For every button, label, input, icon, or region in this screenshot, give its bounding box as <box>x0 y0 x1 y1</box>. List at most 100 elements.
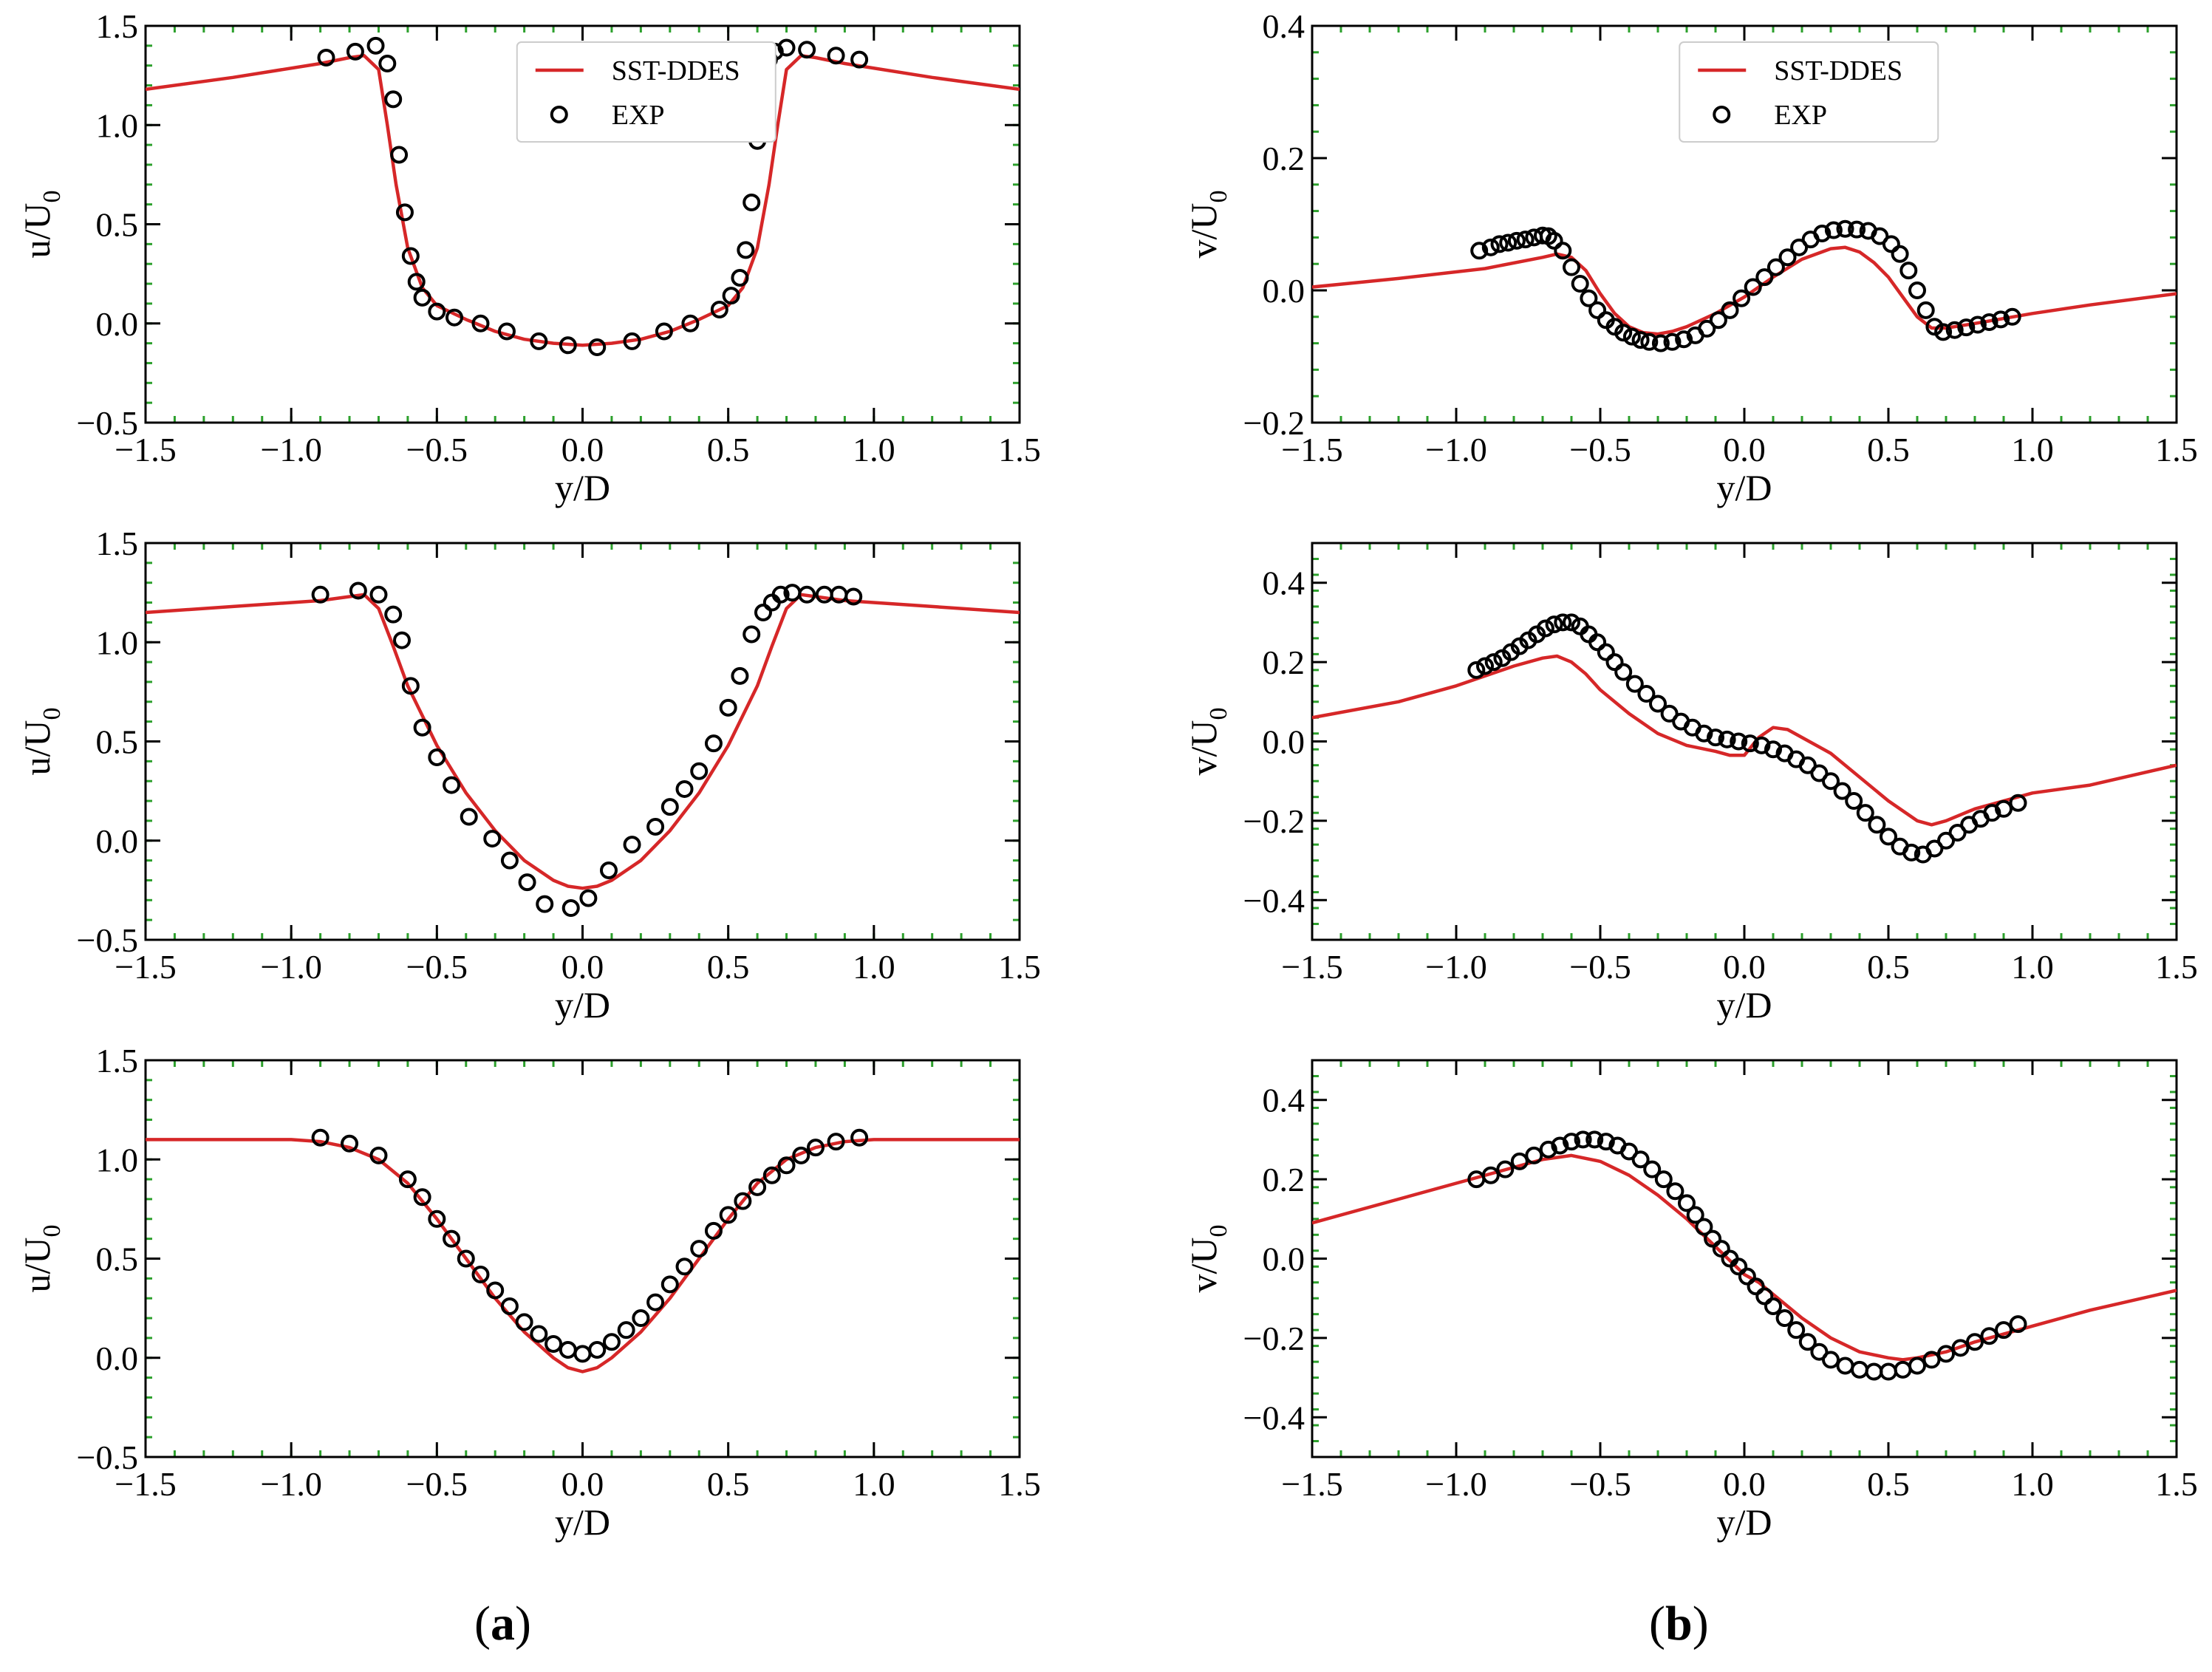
exp-point <box>1695 1218 1713 1236</box>
x-tick-label: −1.5 <box>115 431 176 468</box>
exp-point <box>675 1258 694 1276</box>
y-axis-label: v/U0 <box>1183 708 1232 776</box>
y-axis-label-subscript: 0 <box>38 191 66 203</box>
exp-point <box>827 1133 845 1151</box>
x-tick-label: −1.5 <box>115 948 176 986</box>
y-tick-label: −0.2 <box>1243 404 1305 442</box>
exp-point <box>366 36 385 55</box>
y-axis-label: u/U0 <box>16 708 66 776</box>
panel-caption-b: (b) <box>1649 1597 1709 1651</box>
x-tick-label: −0.5 <box>406 431 468 468</box>
y-tick-label: 0.0 <box>1263 1241 1305 1278</box>
exp-point <box>690 1240 709 1258</box>
x-tick-label: −0.5 <box>1569 431 1631 468</box>
exp-point <box>1951 1339 1970 1357</box>
exp-point <box>798 41 816 59</box>
exp-point <box>1631 331 1650 349</box>
exp-point <box>1752 736 1771 754</box>
plot-area <box>1312 613 2177 864</box>
y-axis-label: v/U0 <box>1183 191 1232 259</box>
exp-point <box>1496 1160 1515 1178</box>
exp-point <box>1845 792 1863 811</box>
x-tick-label: −0.5 <box>406 1465 468 1503</box>
legend-label: EXP <box>1774 100 1827 131</box>
y-axis-label-subscript: 0 <box>1205 708 1232 720</box>
y-tick-label: 0.0 <box>1263 272 1305 310</box>
plot-frame <box>144 1059 1021 1458</box>
exp-point <box>413 718 431 737</box>
exp-point <box>573 1345 592 1363</box>
exp-point <box>536 895 554 913</box>
exp-point <box>704 1221 723 1240</box>
exp-point <box>1995 799 2013 818</box>
exp-point <box>827 47 845 65</box>
chart-b1: −1.5 −1.0 −0.5 0.0 0.5 1.0 1.5 −0.2 0.0 0.2 0.4 y/D… <box>1183 7 2198 508</box>
exp-point <box>599 861 618 880</box>
y-tick-label: −0.5 <box>77 921 138 959</box>
x-axis-label: y/D <box>1717 1501 1772 1543</box>
exp-point <box>1574 1130 1592 1149</box>
exp-point <box>1995 1321 2013 1340</box>
x-tick-label: 0.5 <box>1867 1465 1910 1503</box>
exp-point <box>1545 231 1563 250</box>
legend-box <box>1679 41 1939 143</box>
chart-b2: −1.5 −1.0 −0.5 0.0 0.5 1.0 1.5 −0.4 −0.2 0.0 0.2 0.… <box>1183 542 2198 1026</box>
exp-point <box>460 808 478 826</box>
exp-point <box>1882 235 1900 253</box>
y-tick-label: 0.0 <box>1263 723 1305 761</box>
exp-point <box>530 1325 548 1343</box>
exp-point <box>1775 1309 1794 1328</box>
exp-point <box>1744 278 1762 296</box>
exp-point <box>623 836 641 854</box>
exp-point <box>1686 1206 1704 1224</box>
x-tick-label: −0.5 <box>406 948 468 986</box>
exp-point <box>445 308 463 327</box>
exp-point <box>1654 1170 1673 1189</box>
exp-point <box>719 1206 737 1224</box>
exp-point <box>1563 1133 1580 1151</box>
x-tick-label: 1.5 <box>998 1465 1041 1503</box>
exp-point <box>1948 824 1967 842</box>
y-tick-label: 0.5 <box>96 1241 139 1278</box>
legend-label: SST-DDES <box>612 55 740 86</box>
plot-frame <box>1311 24 2178 424</box>
x-tick-label: 1.0 <box>853 431 895 468</box>
exp-point <box>1813 225 1832 243</box>
exp-point <box>1810 764 1829 782</box>
x-tick-label: 1.0 <box>853 948 895 986</box>
exp-point <box>1798 756 1817 774</box>
exp-point <box>1507 231 1526 250</box>
chart-a3: −1.5 −1.0 −0.5 0.0 0.5 1.0 1.5 −0.5 0.0 0.5 1.0 1.5… <box>16 1042 1041 1543</box>
exp-point <box>530 332 548 350</box>
series-line-sst-ddes <box>1312 245 2177 336</box>
y-tick-label: 0.0 <box>96 305 139 343</box>
x-tick-label: 0.5 <box>707 431 750 468</box>
exp-point <box>1983 804 2001 822</box>
x-tick-label: 1.0 <box>2011 1465 2054 1503</box>
exp-point <box>1755 268 1774 287</box>
exp-point <box>1764 1297 1782 1315</box>
exp-point <box>1695 724 1713 743</box>
exp-point <box>1554 242 1572 260</box>
exp-point <box>1916 301 1935 319</box>
exp-point <box>500 851 519 870</box>
exp-point <box>428 1209 446 1228</box>
x-tick-label: −1.0 <box>260 431 321 468</box>
plot-frame <box>1311 1059 2178 1458</box>
exp-point <box>734 1192 752 1210</box>
plot-frame <box>144 24 1021 424</box>
y-tick-label: 0.0 <box>96 822 139 860</box>
series-line-sst-ddes <box>146 593 1020 890</box>
exp-point <box>1934 323 1953 341</box>
exp-point <box>1625 675 1644 693</box>
exp-point <box>428 748 446 766</box>
x-tick-label: 1.5 <box>998 431 1041 468</box>
x-tick-label: −1.5 <box>115 1465 176 1503</box>
x-tick-label: −1.0 <box>260 1465 321 1503</box>
exp-point <box>1798 1333 1817 1351</box>
exp-point <box>743 193 761 211</box>
exp-point <box>1622 327 1641 346</box>
plot-frame <box>1311 542 2178 941</box>
x-tick-label: 0.5 <box>1867 948 1910 986</box>
exp-point <box>1925 839 1944 858</box>
